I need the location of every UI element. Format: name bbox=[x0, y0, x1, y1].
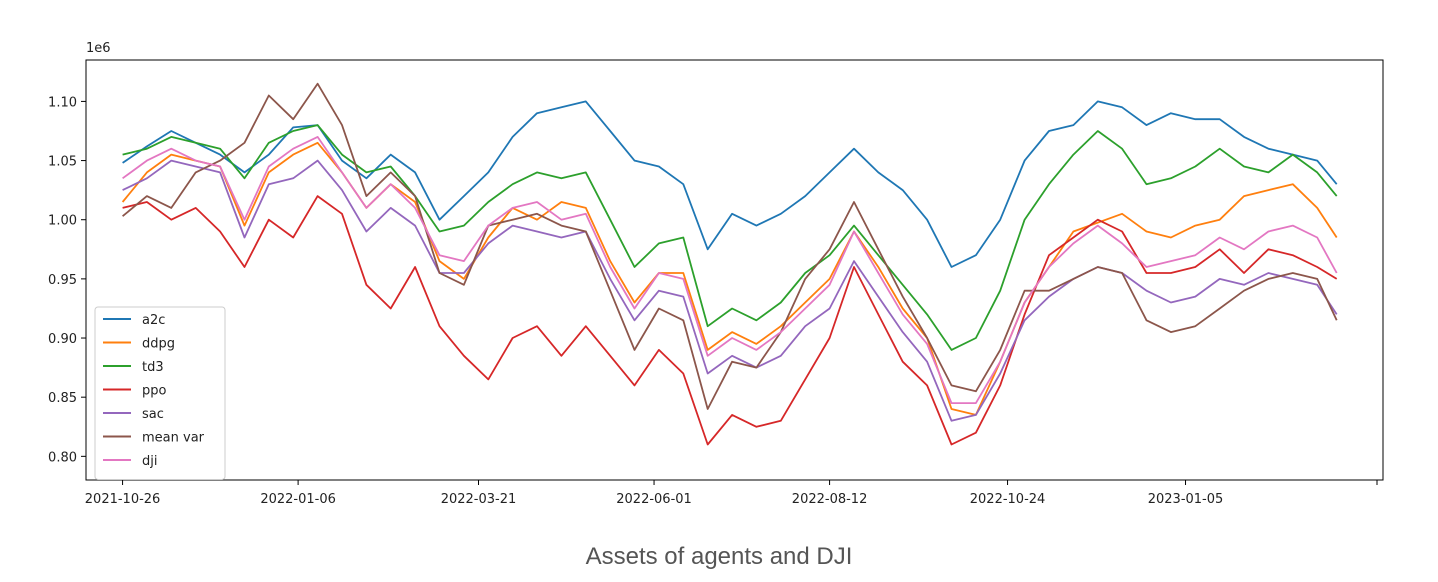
series-line-dji bbox=[122, 136, 1338, 404]
y-tick-label: 0.80 bbox=[48, 450, 77, 465]
x-tick-label: 2023-01-05 bbox=[1148, 492, 1224, 507]
x-tick-label: 2022-08-12 bbox=[792, 492, 868, 507]
legend-label: td3 bbox=[142, 360, 164, 375]
assets-line-chart: 0.800.850.900.951.001.051.10 2021-10-26 2… bbox=[48, 41, 1384, 507]
x-tick-label: 2022-01-06 bbox=[260, 492, 336, 507]
legend: a2c ddpg td3 ppo sac mean var dji bbox=[94, 306, 226, 480]
plot-frame bbox=[85, 59, 1384, 481]
legend-label: mean var bbox=[142, 431, 205, 446]
x-tick-label: 2022-03-21 bbox=[441, 492, 517, 507]
legend-label: dji bbox=[142, 454, 157, 469]
figure-caption: Assets of agents and DJI bbox=[585, 543, 853, 570]
y-tick-label: 0.85 bbox=[48, 391, 77, 406]
y-tick-label: 0.90 bbox=[48, 332, 77, 347]
x-tick-label: 2022-10-24 bbox=[970, 492, 1046, 507]
x-tick-label: 2021-10-26 bbox=[85, 492, 161, 507]
y-axis: 0.80 0.85 0.90 0.95 1.00 1.05 1.10 bbox=[48, 95, 86, 465]
y-tick-label: 1.10 bbox=[48, 95, 77, 110]
series-line-mean-var bbox=[122, 82, 1338, 410]
y-tick-label: 1.00 bbox=[48, 214, 77, 229]
y-tick-label: 1.05 bbox=[48, 155, 77, 170]
series-line-ddpg bbox=[121, 141, 1338, 416]
series-line-sac bbox=[122, 159, 1338, 422]
legend-label: ppo bbox=[142, 384, 167, 399]
x-axis: 2021-10-26 2022-01-06 2022-03-21 2022-06-01… bbox=[85, 480, 1378, 507]
series-line-a2c bbox=[122, 100, 1338, 268]
legend-label: a2c bbox=[142, 313, 165, 328]
series-line-td3 bbox=[122, 124, 1338, 351]
x-tick-label: 2022-06-01 bbox=[616, 492, 692, 507]
legend-label: sac bbox=[142, 407, 164, 422]
legend-label: ddpg bbox=[142, 337, 175, 352]
y-offset-label: 1e6 bbox=[86, 41, 111, 56]
y-tick-label: 0.95 bbox=[48, 273, 77, 288]
